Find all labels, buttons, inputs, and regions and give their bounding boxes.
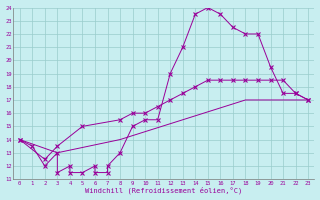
X-axis label: Windchill (Refroidissement éolien,°C): Windchill (Refroidissement éolien,°C)	[85, 187, 243, 194]
